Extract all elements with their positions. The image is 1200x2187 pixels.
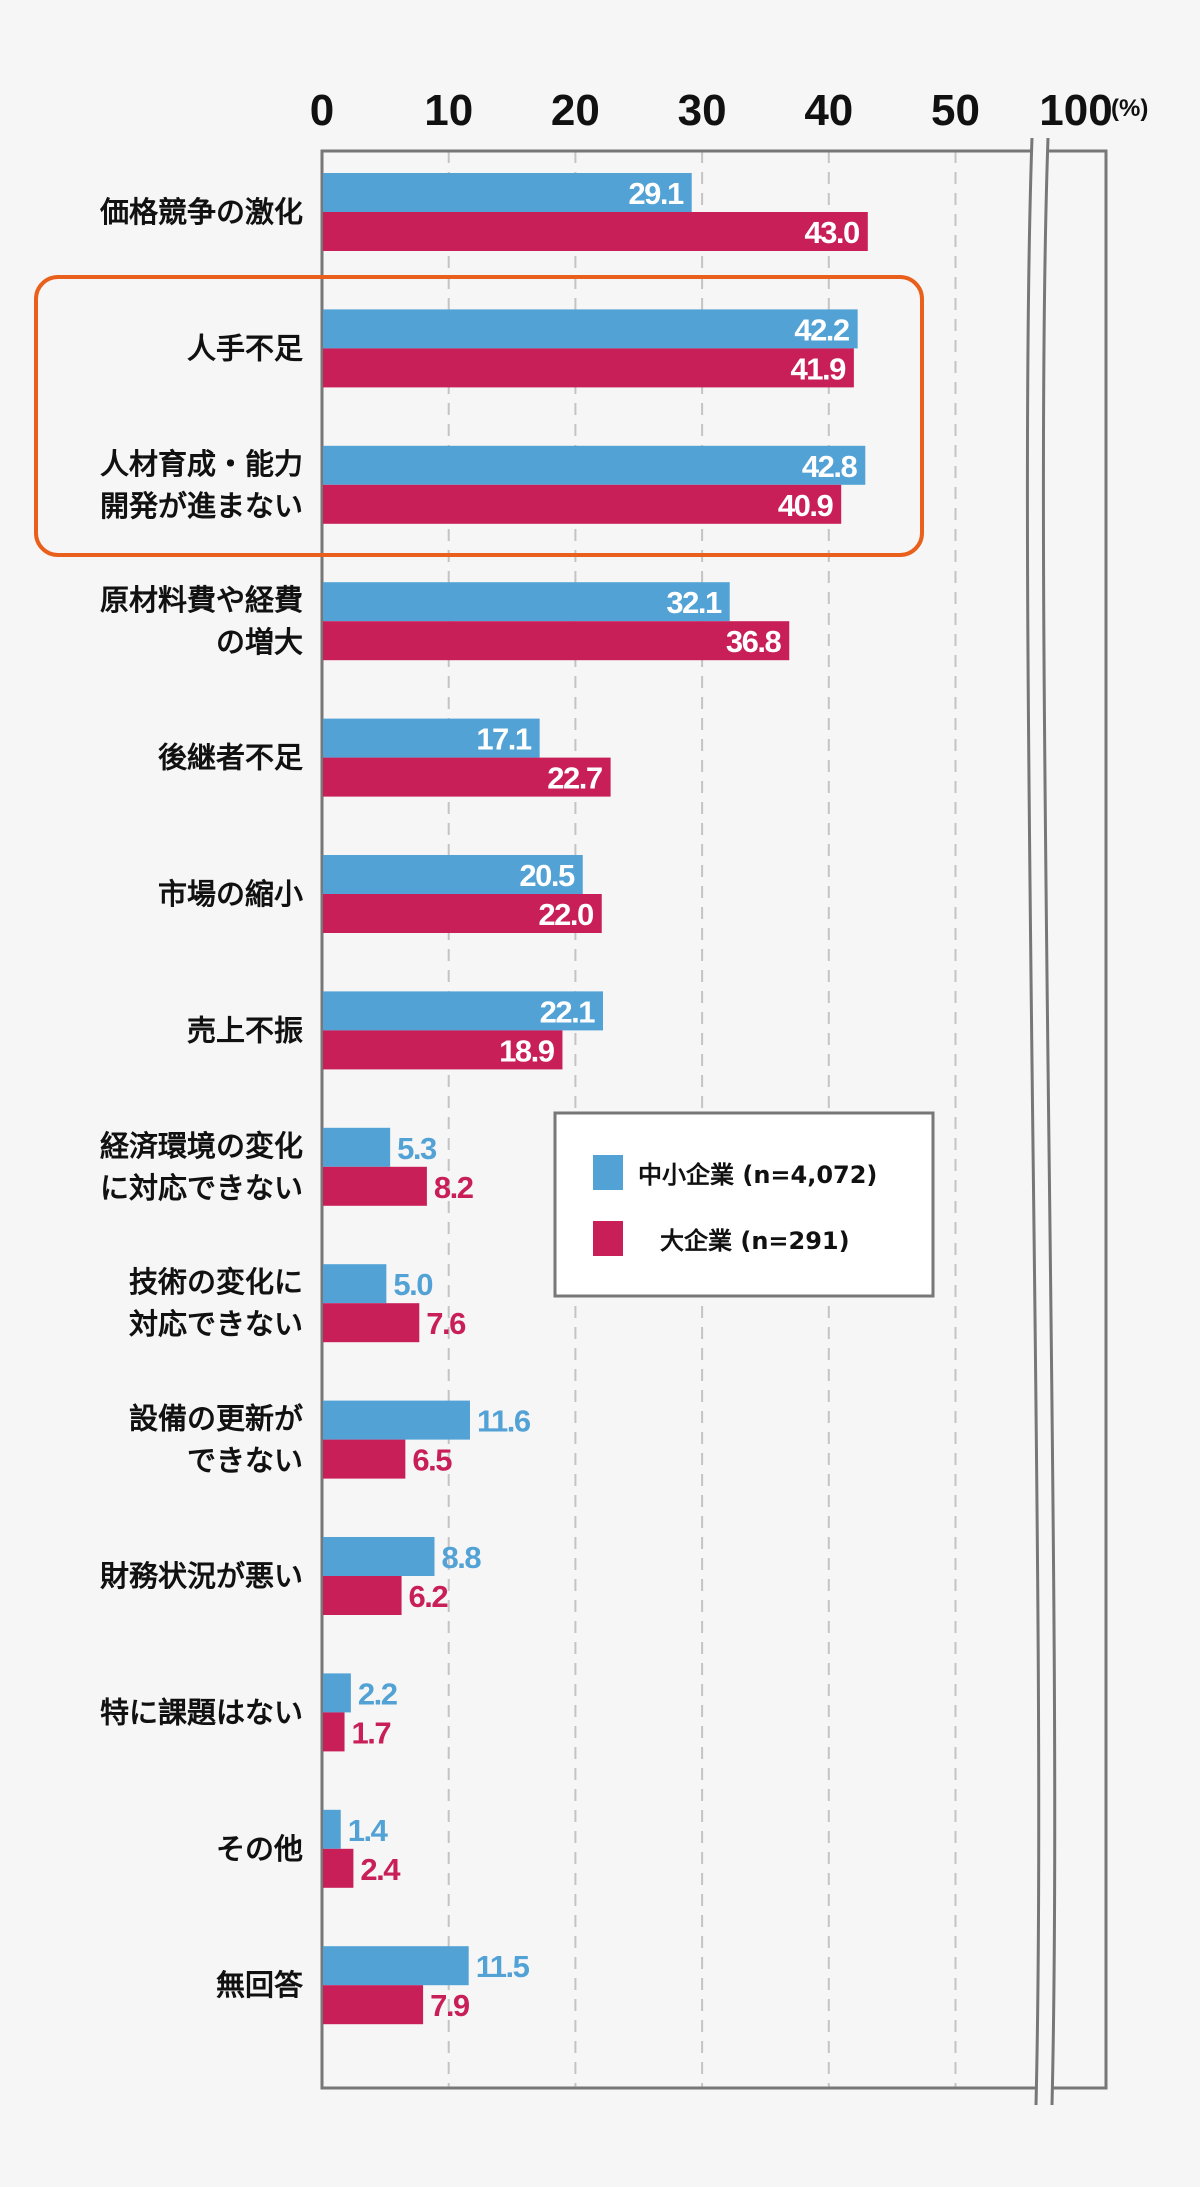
legend-swatch	[593, 1221, 623, 1256]
category-label: の増大	[216, 625, 303, 659]
bar-large	[323, 757, 611, 797]
data-label: 18.9	[499, 1033, 555, 1068]
data-label: 1.4	[348, 1813, 389, 1848]
data-label: 2.4	[360, 1852, 401, 1887]
x-tick-label: 40	[804, 86, 853, 135]
bar-sme	[323, 1809, 341, 1849]
bar-large	[323, 484, 842, 524]
data-label: 32.1	[666, 585, 722, 620]
bar-sme	[323, 855, 583, 894]
bar-sme	[323, 1127, 391, 1167]
data-label: 11.5	[476, 1949, 530, 1984]
bar-sme	[323, 1946, 469, 1986]
data-label: 22.7	[547, 761, 602, 796]
axis-break-gap	[1027, 138, 1055, 2105]
category-label: 経済環境の変化	[100, 1129, 303, 1163]
bar-sme	[323, 1264, 387, 1304]
category-label: 原材料費や経費	[100, 583, 303, 617]
bar-large	[323, 1576, 402, 1615]
unit-label: (%)	[1111, 95, 1148, 122]
bar-sme	[323, 991, 604, 1031]
data-label: 42.2	[794, 312, 849, 347]
axis-break-line	[1025, 137, 1041, 2106]
x-tick-label: 30	[678, 86, 727, 135]
data-label: 8.2	[434, 1170, 473, 1205]
bar-large	[323, 1439, 406, 1479]
bar-large	[323, 1985, 424, 2025]
category-label: 人手不足	[187, 331, 303, 365]
legend-label: 中小企業 (n=4,072)	[638, 1161, 877, 1189]
x-tick-label: 100	[1039, 86, 1112, 135]
data-label: 29.1	[628, 176, 684, 211]
x-tick-label: 20	[551, 86, 600, 135]
data-label: 8.8	[441, 1540, 481, 1575]
data-label: 42.8	[802, 449, 858, 484]
bar-large	[323, 212, 868, 251]
category-label: 市場の縮小	[158, 877, 303, 911]
legend-label: 大企業 (n=291)	[660, 1227, 850, 1255]
bar-sme	[323, 445, 866, 485]
bar-large	[323, 348, 854, 388]
bar-large	[323, 1166, 427, 1206]
axis-break-line	[1041, 137, 1057, 2106]
bar-sme	[323, 1537, 435, 1576]
category-label: 売上不振	[187, 1013, 303, 1047]
plot-frame	[320, 149, 1108, 2090]
bar-sme	[323, 1673, 351, 1713]
category-label: 人材育成・能力	[100, 447, 303, 481]
data-label: 1.7	[352, 1715, 391, 1750]
bar-sme	[323, 309, 858, 349]
category-label: 財務状況が悪い	[100, 1559, 303, 1593]
category-label: 後継者不足	[158, 741, 303, 775]
category-label: その他	[216, 1832, 303, 1866]
category-label: 対応できない	[129, 1307, 303, 1341]
category-label: 設備の更新が	[129, 1402, 303, 1436]
data-label: 20.5	[519, 858, 575, 893]
x-tick-label: 10	[424, 86, 473, 135]
bar-sme	[323, 718, 540, 758]
bar-sme	[323, 1400, 470, 1440]
category-label: できない	[187, 1444, 303, 1478]
bar-large	[323, 1030, 563, 1070]
x-tick-label: 0	[310, 86, 334, 135]
data-label: 17.1	[476, 722, 532, 757]
data-label: 7.9	[430, 1988, 470, 2023]
data-label: 41.9	[791, 351, 847, 386]
bar-large	[323, 1712, 345, 1752]
x-tick-label: 50	[931, 86, 980, 135]
legend-swatch	[593, 1155, 623, 1190]
category-label: 無回答	[216, 1968, 304, 2002]
category-label: 特に課題はない	[100, 1695, 303, 1729]
data-label: 6.2	[409, 1579, 448, 1614]
category-label: に対応できない	[100, 1171, 303, 1205]
data-label: 5.3	[397, 1131, 437, 1166]
data-label: 36.8	[726, 624, 782, 659]
data-label: 22.1	[540, 994, 596, 1029]
data-label: 22.0	[538, 897, 593, 932]
category-label: 開発が進まない	[100, 489, 303, 523]
bar-sme	[323, 173, 692, 212]
highlight-box	[34, 275, 924, 557]
data-label: 43.0	[804, 215, 859, 250]
category-label: 技術の変化に	[129, 1265, 303, 1299]
data-label: 5.0	[393, 1267, 432, 1302]
bar-large	[323, 1303, 420, 1343]
data-label: 40.9	[778, 488, 834, 523]
data-label: 6.5	[412, 1443, 452, 1478]
bar-large	[323, 894, 602, 933]
data-label: 11.6	[477, 1404, 531, 1439]
data-label: 7.6	[426, 1306, 466, 1341]
data-label: 2.2	[358, 1676, 397, 1711]
category-label: 価格競争の激化	[99, 195, 303, 229]
bar-large	[323, 1848, 354, 1888]
bar-sme	[323, 582, 730, 622]
legend-box	[553, 1111, 935, 1298]
bar-large	[323, 621, 790, 661]
